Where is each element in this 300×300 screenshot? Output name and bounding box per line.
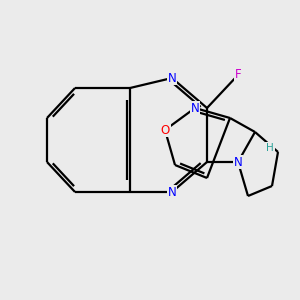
Text: N: N: [168, 71, 176, 85]
Text: O: O: [160, 124, 169, 136]
Text: N: N: [168, 185, 176, 199]
Text: H: H: [266, 143, 274, 153]
Text: F: F: [235, 68, 241, 82]
Text: N: N: [190, 101, 200, 115]
Text: N: N: [234, 155, 242, 169]
